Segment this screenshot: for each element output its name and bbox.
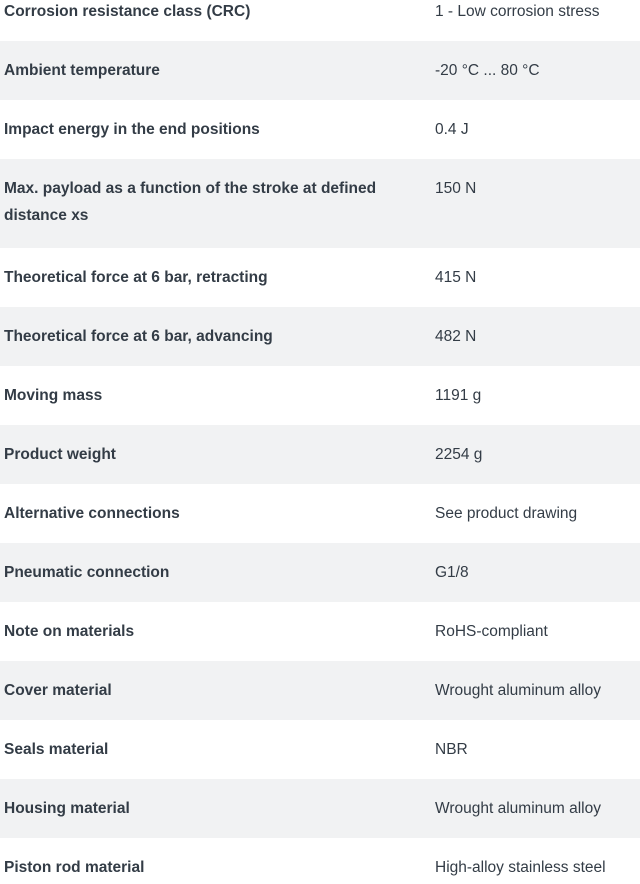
property-label: Moving mass: [4, 387, 103, 404]
property-value: 1191 g: [435, 387, 482, 404]
property-label: Piston rod material: [4, 859, 145, 876]
property-label: Ambient temperature: [4, 62, 160, 79]
property-label: Pneumatic connection: [4, 564, 170, 581]
property-value: -20 °C ... 80 °C: [435, 62, 540, 79]
property-label: Theoretical force at 6 bar, advancing: [4, 328, 273, 345]
property-label: Note on materials: [4, 623, 135, 640]
property-value: See product drawing: [435, 505, 578, 522]
property-value: 0.4 J: [435, 121, 469, 138]
property-value: 415 N: [435, 269, 477, 286]
property-value: Wrought aluminum alloy: [435, 682, 601, 699]
table-row: Theoretical force at 6 bar, advancing 48…: [0, 307, 640, 366]
property-value: High-alloy stainless steel: [435, 859, 606, 876]
property-label: Max. payload as a function of the stroke…: [4, 180, 377, 224]
property-value: Wrought aluminum alloy: [435, 800, 601, 817]
property-value: G1/8: [435, 564, 469, 581]
property-label: Housing material: [4, 800, 130, 817]
table-row: Impact energy in the end positions 0.4 J: [0, 100, 640, 159]
property-value: NBR: [435, 741, 468, 758]
table-row: Housing material Wrought aluminum alloy: [0, 779, 640, 838]
table-row: Ambient temperature -20 °C ... 80 °C: [0, 41, 640, 100]
property-label: Impact energy in the end positions: [4, 121, 260, 138]
property-value: 482 N: [435, 328, 477, 345]
property-label: Alternative connections: [4, 505, 180, 522]
table-row: Theoretical force at 6 bar, retracting 4…: [0, 248, 640, 307]
table-row: Product weight 2254 g: [0, 425, 640, 484]
property-label: Product weight: [4, 446, 116, 463]
table-row: Corrosion resistance class (CRC) 1 - Low…: [0, 0, 640, 41]
property-label: Corrosion resistance class (CRC): [4, 3, 251, 20]
table-row: Max. payload as a function of the stroke…: [0, 159, 640, 248]
table-row: Pneumatic connection G1/8: [0, 543, 640, 602]
property-value: 1 - Low corrosion stress: [435, 3, 600, 20]
table-row: Cover material Wrought aluminum alloy: [0, 661, 640, 720]
table-row: Seals material NBR: [0, 720, 640, 779]
property-value: 2254 g: [435, 446, 483, 463]
property-label: Seals material: [4, 741, 109, 758]
table-row: Note on materials RoHS-compliant: [0, 602, 640, 661]
property-label: Theoretical force at 6 bar, retracting: [4, 269, 268, 286]
table-row: Alternative connections See product draw…: [0, 484, 640, 543]
property-value: 150 N: [435, 180, 477, 197]
table-row: Moving mass 1191 g: [0, 366, 640, 425]
property-value: RoHS-compliant: [435, 623, 548, 640]
table-row: Piston rod material High-alloy stainless…: [0, 838, 640, 884]
property-label: Cover material: [4, 682, 112, 699]
